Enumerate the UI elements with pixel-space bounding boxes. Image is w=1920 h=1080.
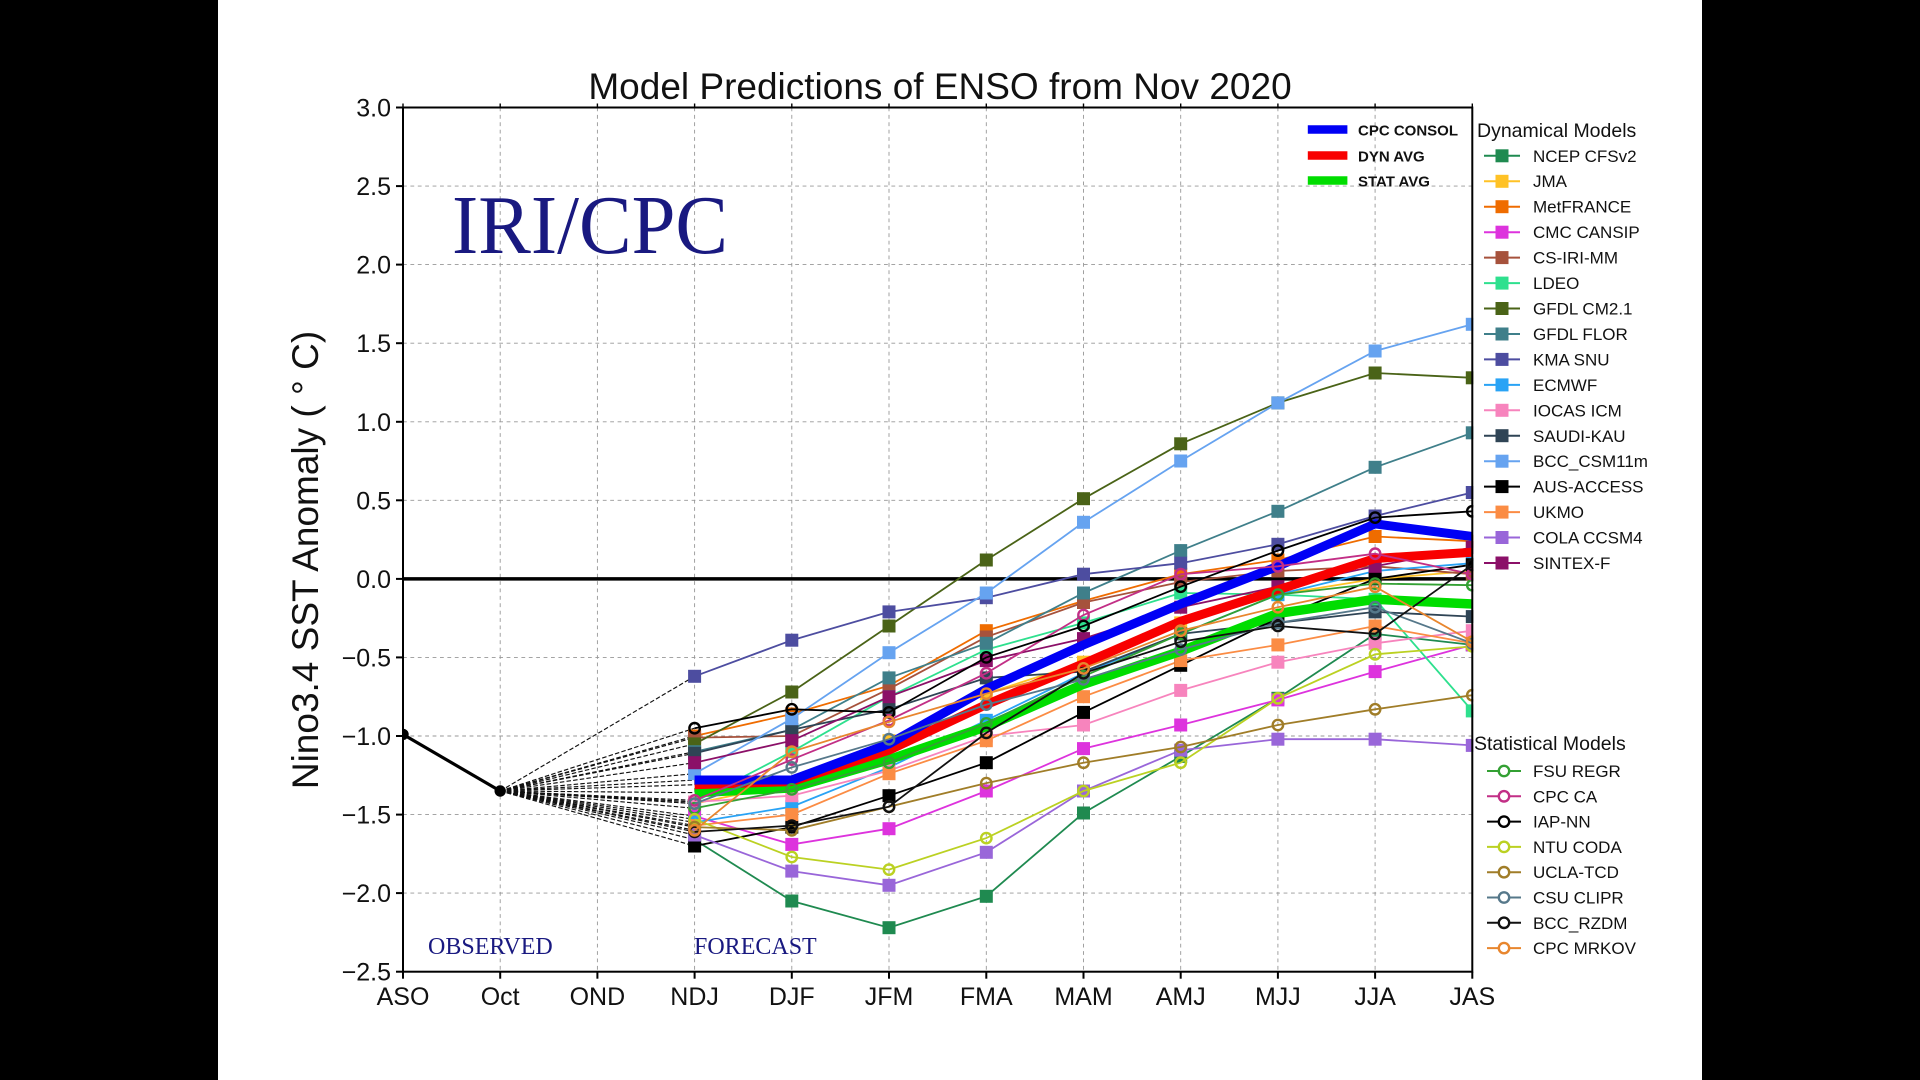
svg-text:KMA SNU: KMA SNU — [1533, 350, 1610, 369]
svg-text:FMA: FMA — [960, 983, 1013, 1011]
svg-text:CPC CONSOL: CPC CONSOL — [1358, 123, 1458, 140]
svg-text:−0.5: −0.5 — [342, 644, 391, 672]
svg-text:0.5: 0.5 — [356, 487, 391, 515]
svg-text:BCC_RZDM: BCC_RZDM — [1533, 914, 1627, 933]
svg-text:3.0: 3.0 — [356, 95, 391, 123]
svg-text:BCC_CSM11m: BCC_CSM11m — [1533, 452, 1648, 471]
svg-text:UKMO: UKMO — [1533, 503, 1584, 522]
svg-text:OND: OND — [570, 983, 626, 1011]
svg-text:2.5: 2.5 — [356, 173, 391, 201]
svg-text:CMC CANSIP: CMC CANSIP — [1533, 223, 1640, 242]
svg-text:DYN AVG: DYN AVG — [1358, 149, 1425, 166]
svg-text:FORECAST: FORECAST — [694, 934, 817, 960]
svg-text:IOCAS ICM: IOCAS ICM — [1533, 401, 1622, 420]
svg-text:−2.0: −2.0 — [342, 880, 391, 908]
svg-text:2.0: 2.0 — [356, 252, 391, 280]
svg-text:Nino3.4 SST Anomaly ( ° C): Nino3.4 SST Anomaly ( ° C) — [285, 331, 326, 789]
svg-text:GFDL CM2.1: GFDL CM2.1 — [1533, 300, 1633, 319]
svg-text:MAM: MAM — [1054, 983, 1112, 1011]
svg-text:FSU REGR: FSU REGR — [1533, 762, 1621, 781]
svg-text:CPC MRKOV: CPC MRKOV — [1533, 939, 1637, 958]
svg-text:MetFRANCE: MetFRANCE — [1533, 198, 1631, 217]
svg-text:CSU CLIPR: CSU CLIPR — [1533, 889, 1624, 908]
svg-text:Model Predictions of ENSO from: Model Predictions of ENSO from Nov 2020 — [588, 66, 1291, 107]
svg-text:ECMWF: ECMWF — [1533, 376, 1597, 395]
svg-text:AUS-ACCESS: AUS-ACCESS — [1533, 478, 1644, 497]
svg-text:JJA: JJA — [1354, 983, 1396, 1011]
svg-text:Dynamical Models: Dynamical Models — [1477, 120, 1637, 142]
svg-text:ASO: ASO — [377, 983, 430, 1011]
svg-text:1.5: 1.5 — [356, 330, 391, 358]
svg-text:JFM: JFM — [865, 983, 914, 1011]
svg-text:DJF: DJF — [769, 983, 815, 1011]
svg-text:−1.0: −1.0 — [342, 723, 391, 751]
svg-text:SAUDI-KAU: SAUDI-KAU — [1533, 427, 1626, 446]
svg-text:JAS: JAS — [1449, 983, 1495, 1011]
svg-text:NDJ: NDJ — [670, 983, 719, 1011]
svg-text:−1.5: −1.5 — [342, 802, 391, 830]
svg-text:COLA CCSM4: COLA CCSM4 — [1533, 529, 1643, 548]
svg-text:OBSERVED: OBSERVED — [428, 934, 553, 960]
svg-text:LDEO: LDEO — [1533, 274, 1579, 293]
svg-text:CPC CA: CPC CA — [1533, 787, 1598, 806]
svg-text:UCLA-TCD: UCLA-TCD — [1533, 863, 1619, 882]
svg-text:GFDL FLOR: GFDL FLOR — [1533, 325, 1628, 344]
svg-text:1.0: 1.0 — [356, 409, 391, 437]
svg-text:MJJ: MJJ — [1255, 983, 1301, 1011]
svg-text:STAT AVG: STAT AVG — [1358, 174, 1430, 191]
svg-text:JMA: JMA — [1533, 172, 1568, 191]
svg-text:−2.5: −2.5 — [342, 959, 391, 987]
svg-text:AMJ: AMJ — [1156, 983, 1206, 1011]
svg-text:NCEP CFSv2: NCEP CFSv2 — [1533, 147, 1637, 166]
svg-text:Oct: Oct — [481, 983, 520, 1011]
svg-text:IRI/CPC: IRI/CPC — [452, 179, 728, 272]
svg-text:NTU CODA: NTU CODA — [1533, 838, 1622, 857]
svg-text:CS-IRI-MM: CS-IRI-MM — [1533, 249, 1618, 268]
svg-text:Statistical Models: Statistical Models — [1474, 733, 1626, 755]
svg-text:0.0: 0.0 — [356, 566, 391, 594]
svg-text:IAP-NN: IAP-NN — [1533, 813, 1591, 832]
svg-text:SINTEX-F: SINTEX-F — [1533, 554, 1610, 573]
